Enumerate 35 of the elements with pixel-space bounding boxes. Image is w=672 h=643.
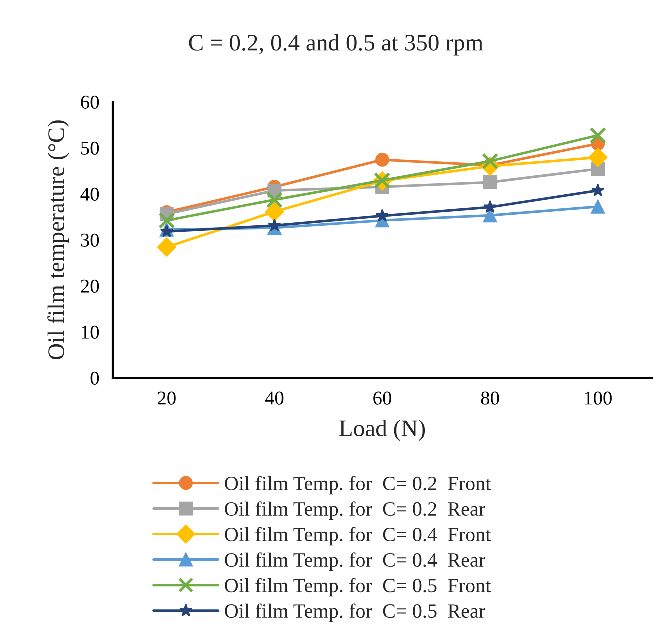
legend-label: Oil film Temp. for C= 0.2 Front xyxy=(225,476,492,495)
point xyxy=(265,202,284,222)
legend-label: Oil film Temp. for C= 0.2 Rear xyxy=(225,502,486,520)
point xyxy=(484,200,497,214)
point xyxy=(376,209,390,222)
point xyxy=(157,238,176,257)
y-tick-label: 20 xyxy=(81,280,100,293)
point xyxy=(268,218,282,232)
legend-label: Oil film Temp. for C= 0.5 Front xyxy=(225,578,492,597)
y-tick-label: 30 xyxy=(81,234,100,247)
x-tick-label: 100 xyxy=(585,392,612,405)
x-tick-label: 40 xyxy=(265,392,284,405)
x-tick-label: 60 xyxy=(374,392,392,405)
y-tick-label: 50 xyxy=(81,142,100,155)
point xyxy=(158,212,176,230)
y-axis-title: Oil film temperature (°C) xyxy=(48,120,70,360)
point xyxy=(482,153,499,170)
legend-label: Oil film Temp. for C= 0.4 Front xyxy=(225,527,492,546)
point xyxy=(591,200,606,214)
y-tick-label: 0 xyxy=(90,372,100,385)
legend-label: Oil film Temp. for C= 0.4 Rear xyxy=(225,552,486,572)
point xyxy=(590,127,606,144)
y-tick-label: 60 xyxy=(81,96,100,109)
legend-label: Oil film Temp. for C= 0.5 Rear xyxy=(225,604,486,622)
y-tick-label: 10 xyxy=(82,326,100,339)
point xyxy=(588,148,608,168)
point xyxy=(266,192,284,208)
point xyxy=(591,184,605,197)
x-tick-label: 80 xyxy=(481,392,500,405)
x-axis-title: Load (N) xyxy=(340,420,426,442)
x-tick-label: 20 xyxy=(158,392,176,405)
chart-title: C = 0.2, 0.4 and 0.5 at 350 rpm xyxy=(189,34,484,56)
point xyxy=(483,176,498,190)
y-tick-label: 40 xyxy=(80,188,100,201)
point xyxy=(376,153,390,167)
